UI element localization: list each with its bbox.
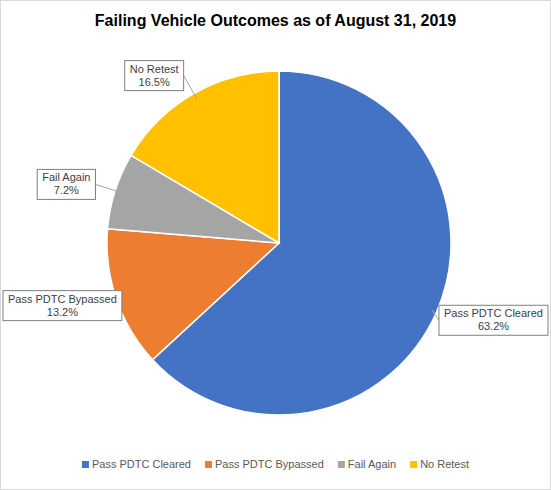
data-label-name: Pass PDTC Bypassed bbox=[8, 293, 117, 305]
data-label: Pass PDTC Cleared63.2% bbox=[432, 305, 548, 335]
pie-slice bbox=[131, 71, 279, 243]
legend-swatch bbox=[410, 461, 417, 468]
data-labels: Pass PDTC Cleared63.2% Pass PDTC Bypassed… bbox=[3, 61, 548, 336]
data-label-value: 13.2% bbox=[47, 306, 78, 318]
leader-line bbox=[432, 310, 439, 320]
legend-item: No Retest bbox=[410, 458, 469, 470]
legend: Pass PDTC Cleared Pass PDTC Bypassed Fail … bbox=[82, 458, 469, 470]
leader-line bbox=[95, 184, 120, 192]
legend-item: Pass PDTC Bypassed bbox=[205, 458, 324, 470]
data-label: Pass PDTC Bypassed13.2% bbox=[3, 291, 122, 321]
data-label-value: 16.5% bbox=[139, 76, 170, 88]
data-label-value: 63.2% bbox=[478, 320, 509, 332]
legend-swatch bbox=[205, 461, 212, 468]
legend-label: No Retest bbox=[420, 458, 469, 470]
data-label-box bbox=[37, 169, 95, 199]
data-label: No Retest16.5% bbox=[125, 61, 197, 98]
data-label-name: Fail Again bbox=[42, 171, 90, 183]
legend-label: Pass PDTC Bypassed bbox=[215, 458, 324, 470]
data-label-box bbox=[3, 291, 122, 321]
data-label: Fail Again7.2% bbox=[37, 169, 120, 199]
data-label-box bbox=[125, 61, 184, 91]
data-label-name: Pass PDTC Cleared bbox=[444, 307, 543, 319]
title: Failing Vehicle Outcomes as of August 31… bbox=[95, 12, 456, 29]
legend-swatch bbox=[82, 461, 89, 468]
pie bbox=[107, 71, 451, 415]
chart-border bbox=[1, 1, 551, 490]
legend-label: Fail Again bbox=[348, 458, 396, 470]
data-label-box bbox=[439, 305, 548, 335]
legend-swatch bbox=[338, 461, 345, 468]
legend-label: Pass PDTC Cleared bbox=[92, 458, 191, 470]
legend-item: Pass PDTC Cleared bbox=[82, 458, 191, 470]
data-label-value: 7.2% bbox=[54, 184, 79, 196]
leader-line bbox=[184, 76, 197, 98]
legend-item: Fail Again bbox=[338, 458, 396, 470]
pie-slice bbox=[107, 229, 279, 360]
chart: Failing Vehicle Outcomes as of August 31… bbox=[0, 0, 551, 490]
data-label-name: No Retest bbox=[130, 63, 179, 75]
